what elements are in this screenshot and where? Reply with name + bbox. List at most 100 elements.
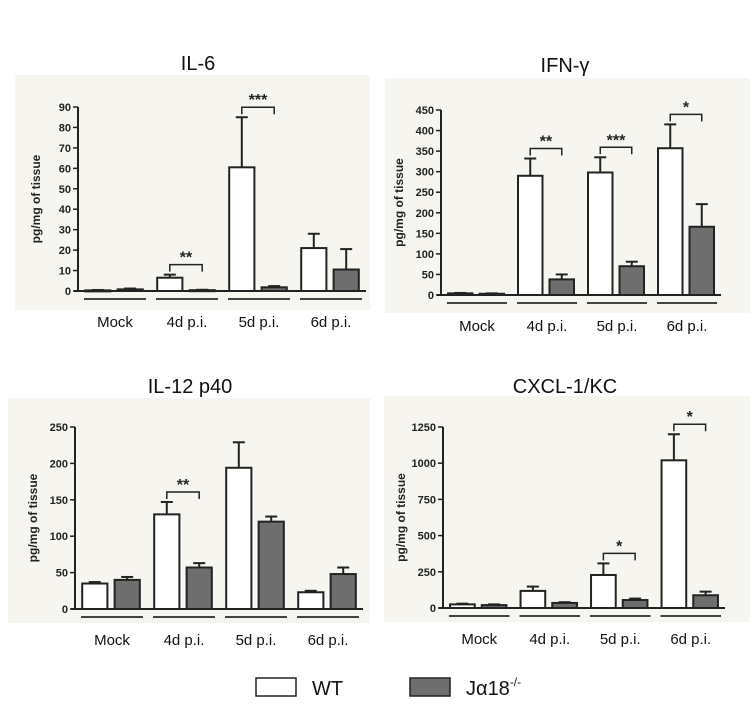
bar-ja18 — [188, 289, 216, 293]
bar-wt — [587, 171, 614, 296]
y-tick-label: 0 — [65, 286, 71, 298]
x-category-label: 5d p.i. — [236, 632, 277, 649]
bar-ja18 — [478, 292, 505, 296]
legend-label-wt: WT — [312, 678, 343, 700]
bar-ja18 — [548, 278, 575, 296]
bar-wt — [517, 174, 544, 296]
legend-label-ko-text: Jα18 — [466, 678, 510, 700]
significance-bracket — [669, 113, 703, 122]
x-category-label: 4d p.i. — [167, 314, 208, 331]
significance-label: *** — [249, 92, 268, 109]
y-tick-label: 500 — [418, 531, 436, 543]
bar-ja18 — [551, 601, 578, 610]
bar-wt — [590, 573, 617, 609]
y-axis-label: pg/mg of tissue — [29, 154, 43, 243]
x-category-label: Mock — [97, 314, 133, 331]
significance-label: * — [687, 409, 694, 426]
y-tick-label: 80 — [59, 122, 71, 134]
significance-label: ** — [177, 477, 190, 494]
bar-wt — [657, 147, 684, 296]
bar-ja18 — [332, 268, 360, 292]
y-tick-label: 400 — [416, 126, 434, 138]
panel-background — [384, 396, 750, 622]
x-category-label: 4d p.i. — [529, 631, 570, 648]
significance-bracket — [602, 552, 636, 561]
bar-ja18 — [688, 225, 715, 296]
x-category-label: 4d p.i. — [527, 318, 568, 335]
bar-ja18 — [260, 286, 288, 293]
y-tick-label: 50 — [59, 184, 71, 196]
y-tick-label: 10 — [59, 266, 71, 278]
chart-title: IL-6 — [181, 53, 215, 75]
significance-bracket — [599, 146, 633, 155]
bar-wt — [225, 466, 253, 610]
significance-bracket — [241, 106, 275, 115]
bar-ja18 — [329, 573, 357, 611]
y-tick-label: 300 — [416, 167, 434, 179]
bar-wt — [84, 289, 112, 293]
x-category-label: 4d p.i. — [164, 632, 205, 649]
y-tick-label: 750 — [418, 494, 436, 506]
x-category-label: 6d p.i. — [670, 631, 711, 648]
bar-wt — [228, 166, 256, 292]
y-tick-label: 90 — [59, 102, 71, 114]
bar-wt — [519, 589, 547, 609]
bar-wt — [660, 459, 688, 609]
legend: WT Jα18-/- — [255, 675, 521, 700]
chart-panel-1: IL-6 pg/mg of tissue 0 10 20 30 40 50 60 70 80 90 Mo… — [15, 53, 370, 331]
bar-ja18 — [621, 599, 649, 610]
chart-panel-2: IFN-γ pg/mg of tissue 0 50 100 150 200 250 300 35… — [385, 55, 750, 335]
significance-bracket — [166, 491, 200, 499]
y-tick-label: 150 — [50, 495, 68, 507]
y-tick-label: 1250 — [412, 422, 436, 434]
y-tick-label: 1000 — [412, 458, 436, 470]
bar-wt — [153, 513, 181, 610]
chart-panel-4: CXCL-1/KC pg/mg of tissue 0 250 500 750 1000 12… — [384, 376, 750, 648]
x-category-label: Mock — [459, 318, 495, 335]
y-tick-label: 200 — [416, 208, 434, 220]
y-tick-label: 200 — [50, 458, 68, 470]
y-axis-label: pg/mg of tissue — [26, 473, 40, 562]
y-tick-label: 50 — [422, 269, 434, 281]
y-tick-label: 60 — [59, 163, 71, 175]
legend-label-ko: Jα18-/- — [466, 675, 521, 700]
bar-wt — [447, 292, 474, 297]
y-tick-label: 30 — [59, 225, 71, 237]
y-axis-label: pg/mg of tissue — [392, 158, 406, 247]
x-category-label: 6d p.i. — [311, 314, 352, 331]
bar-ja18 — [257, 520, 285, 611]
bar-wt — [81, 582, 109, 611]
chart-title: IL-12 p40 — [148, 376, 233, 398]
y-axis-label: pg/mg of tissue — [394, 473, 408, 562]
x-category-label: 5d p.i. — [597, 318, 638, 335]
chart-panel-3: IL-12 p40 pg/mg of tissue 0 50 100 150 200 250 M… — [8, 376, 370, 649]
y-tick-label: 250 — [418, 567, 436, 579]
significance-label: ** — [540, 134, 553, 151]
legend-label-ko-sup: -/- — [510, 675, 521, 689]
y-tick-label: 70 — [59, 143, 71, 155]
significance-label: *** — [607, 132, 626, 149]
y-tick-label: 50 — [56, 568, 68, 580]
y-tick-label: 0 — [430, 603, 436, 615]
x-category-label: 5d p.i. — [239, 314, 280, 331]
y-tick-label: 150 — [416, 228, 434, 240]
significance-bracket — [529, 147, 563, 156]
significance-bracket — [673, 423, 707, 432]
y-tick-label: 100 — [50, 531, 68, 543]
significance-label: * — [683, 99, 690, 116]
x-category-label: Mock — [94, 632, 130, 649]
bar-ja18 — [618, 265, 645, 297]
x-category-label: 6d p.i. — [308, 632, 349, 649]
legend-swatch-wt — [255, 677, 297, 697]
significance-label: * — [616, 538, 623, 555]
bar-ja18 — [692, 594, 719, 610]
y-tick-label: 250 — [416, 187, 434, 199]
legend-swatch-ko — [409, 677, 451, 697]
y-tick-label: 250 — [50, 422, 68, 434]
bar-wt — [449, 603, 476, 610]
y-tick-label: 20 — [59, 245, 71, 257]
y-tick-label: 100 — [416, 249, 434, 261]
x-category-label: 5d p.i. — [600, 631, 641, 648]
y-tick-label: 40 — [59, 204, 71, 216]
